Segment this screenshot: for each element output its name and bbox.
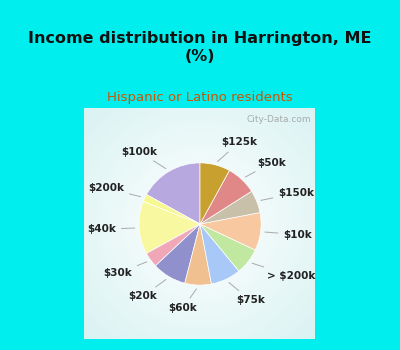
Text: $50k: $50k — [245, 158, 286, 177]
Text: Income distribution in Harrington, ME
(%): Income distribution in Harrington, ME (%… — [28, 32, 372, 64]
Text: $40k: $40k — [87, 224, 135, 234]
Text: > $200k: > $200k — [252, 263, 315, 281]
Wedge shape — [185, 224, 212, 285]
Wedge shape — [143, 195, 200, 224]
Wedge shape — [200, 191, 260, 224]
Wedge shape — [200, 224, 255, 271]
Text: City-Data.com: City-Data.com — [246, 116, 311, 125]
Text: $60k: $60k — [169, 289, 197, 313]
Text: $75k: $75k — [229, 282, 265, 305]
Wedge shape — [200, 163, 230, 224]
Wedge shape — [139, 202, 200, 253]
Text: $10k: $10k — [265, 230, 312, 239]
Text: $30k: $30k — [103, 262, 147, 279]
Wedge shape — [200, 170, 252, 224]
Text: $100k: $100k — [121, 147, 166, 169]
Wedge shape — [200, 224, 239, 284]
Wedge shape — [156, 224, 200, 283]
Text: $200k: $200k — [88, 183, 141, 197]
Wedge shape — [146, 163, 200, 224]
Text: Hispanic or Latino residents: Hispanic or Latino residents — [107, 91, 293, 104]
Text: $125k: $125k — [218, 138, 257, 161]
Text: $150k: $150k — [261, 188, 314, 201]
Wedge shape — [200, 212, 261, 250]
Wedge shape — [146, 224, 200, 266]
Text: $20k: $20k — [128, 280, 166, 301]
